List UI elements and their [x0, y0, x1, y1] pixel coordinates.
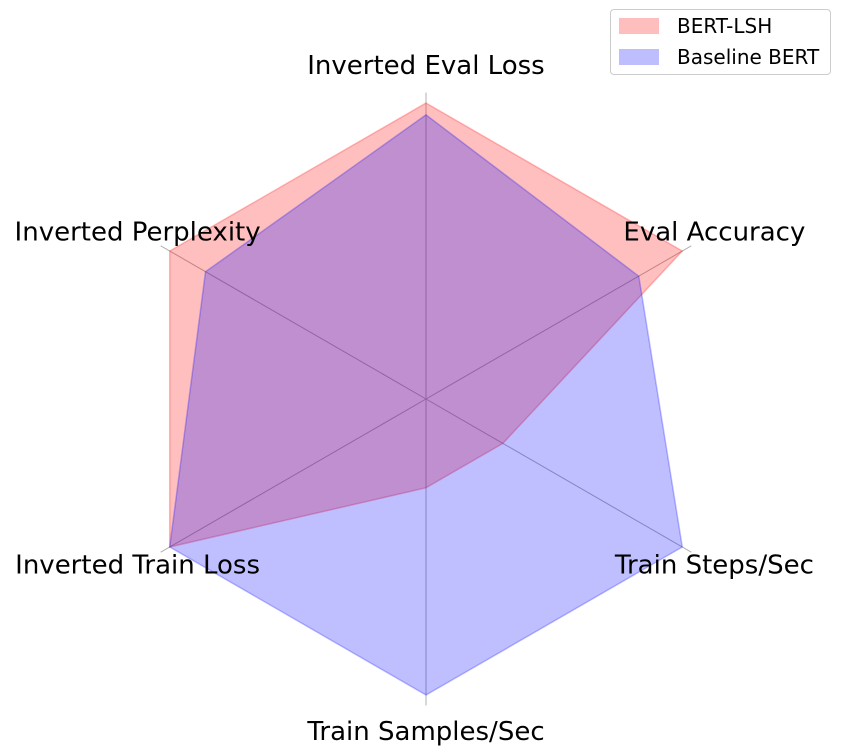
legend-swatch-series-1: [619, 49, 659, 65]
axis-label-0: Inverted Eval Loss: [307, 51, 544, 81]
radar-grid: [160, 92, 692, 706]
axis-label-1: Eval Accuracy: [623, 218, 805, 248]
legend-label-series-0: BERT-LSH: [677, 14, 773, 38]
grid-spoke-1: [425, 245, 692, 400]
axis-labels: Inverted Eval Loss Eval Accuracy Train Ste…: [15, 51, 814, 747]
axis-label-5: Inverted Perplexity: [15, 218, 261, 248]
grid-spoke-2: [425, 398, 692, 553]
axis-label-4: Inverted Train Loss: [15, 551, 260, 581]
legend-label-series-1: Baseline BERT: [677, 45, 820, 69]
axis-label-3: Train Samples/Sec: [306, 717, 544, 747]
legend: BERT-LSH Baseline BERT: [610, 9, 831, 75]
legend-item-series-1: Baseline BERT: [619, 45, 819, 69]
axis-label-2: Train Steps/Sec: [614, 551, 814, 581]
series-area-0: [168, 102, 684, 548]
legend-swatch-series-0: [619, 18, 659, 34]
grid-spoke-5: [160, 245, 427, 400]
radar-series: [168, 102, 684, 696]
grid-spoke-4: [160, 398, 427, 553]
series-area-1: [168, 113, 684, 696]
legend-item-series-0: BERT-LSH: [619, 14, 772, 38]
